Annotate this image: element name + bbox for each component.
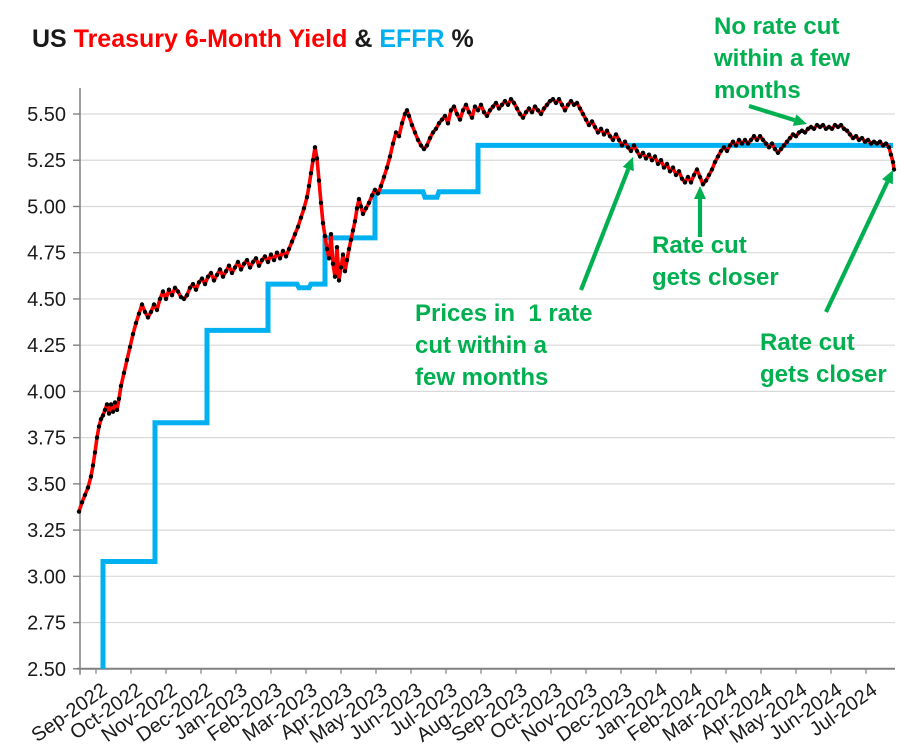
arrowhead-rate-cut-gets-closer-2 xyxy=(882,170,893,185)
y-axis-label: 3.75 xyxy=(27,428,66,450)
annotation-rate-cut-gets-closer-1: Rate cut gets closer xyxy=(652,232,779,291)
chart-title: US Treasury 6-Month Yield & EFFR % xyxy=(32,25,474,54)
x-axis-labels: Sep-2022Oct-2022Nov-2022Dec-2022Jan-2023… xyxy=(28,679,882,748)
title-part: US xyxy=(32,25,74,53)
y-axis-label: 3.25 xyxy=(27,520,66,542)
title-part: % xyxy=(444,25,474,53)
y-axis-label: 5.25 xyxy=(27,150,66,172)
title-part: EFFR xyxy=(379,25,445,53)
y-axis-label: 3.50 xyxy=(27,474,66,496)
effr-line xyxy=(100,142,893,669)
y-axis-label: 4.50 xyxy=(27,289,66,311)
arrowhead-rate-cut-gets-closer-1 xyxy=(694,186,706,199)
y-axis-labels: 5.50 5.25 5.00 4.75 4.50 4.25 4.00 3.75 3.50 3.25… xyxy=(27,104,66,681)
gridlines xyxy=(80,113,895,624)
arrowhead-no-rate-cut xyxy=(792,114,807,126)
y-axis-label: 3.00 xyxy=(27,566,66,588)
y-axis-label: 5.00 xyxy=(27,196,66,218)
annotation-arrows xyxy=(579,103,893,313)
annotation-prices-in-one-rate-cut: Prices in 1 rate cut within a few months xyxy=(415,300,593,391)
y-axis-label: 5.50 xyxy=(27,104,66,126)
y-axis-label: 4.00 xyxy=(27,381,66,403)
treasury-yield-markers xyxy=(76,97,897,514)
arrowhead-prices-in-one-rate-cut xyxy=(622,157,634,172)
y-axis-label: 2.50 xyxy=(27,659,66,681)
arrow-line-no-rate-cut xyxy=(748,103,796,123)
y-axis-label: 4.75 xyxy=(27,243,66,265)
annotation-rate-cut-gets-closer-2: Rate cut gets closer xyxy=(760,329,887,388)
annotation-no-rate-cut: No rate cut within a few months xyxy=(714,13,851,104)
y-axis-label: 4.25 xyxy=(27,335,66,357)
axes xyxy=(73,88,895,675)
title-part: & xyxy=(347,25,380,53)
arrow-line-prices-in-one-rate-cut xyxy=(579,168,631,291)
y-axis-label: 2.75 xyxy=(27,613,66,635)
title-part: Treasury 6-Month Yield xyxy=(73,25,348,53)
arrow-line-rate-cut-gets-closer-2 xyxy=(824,180,890,313)
